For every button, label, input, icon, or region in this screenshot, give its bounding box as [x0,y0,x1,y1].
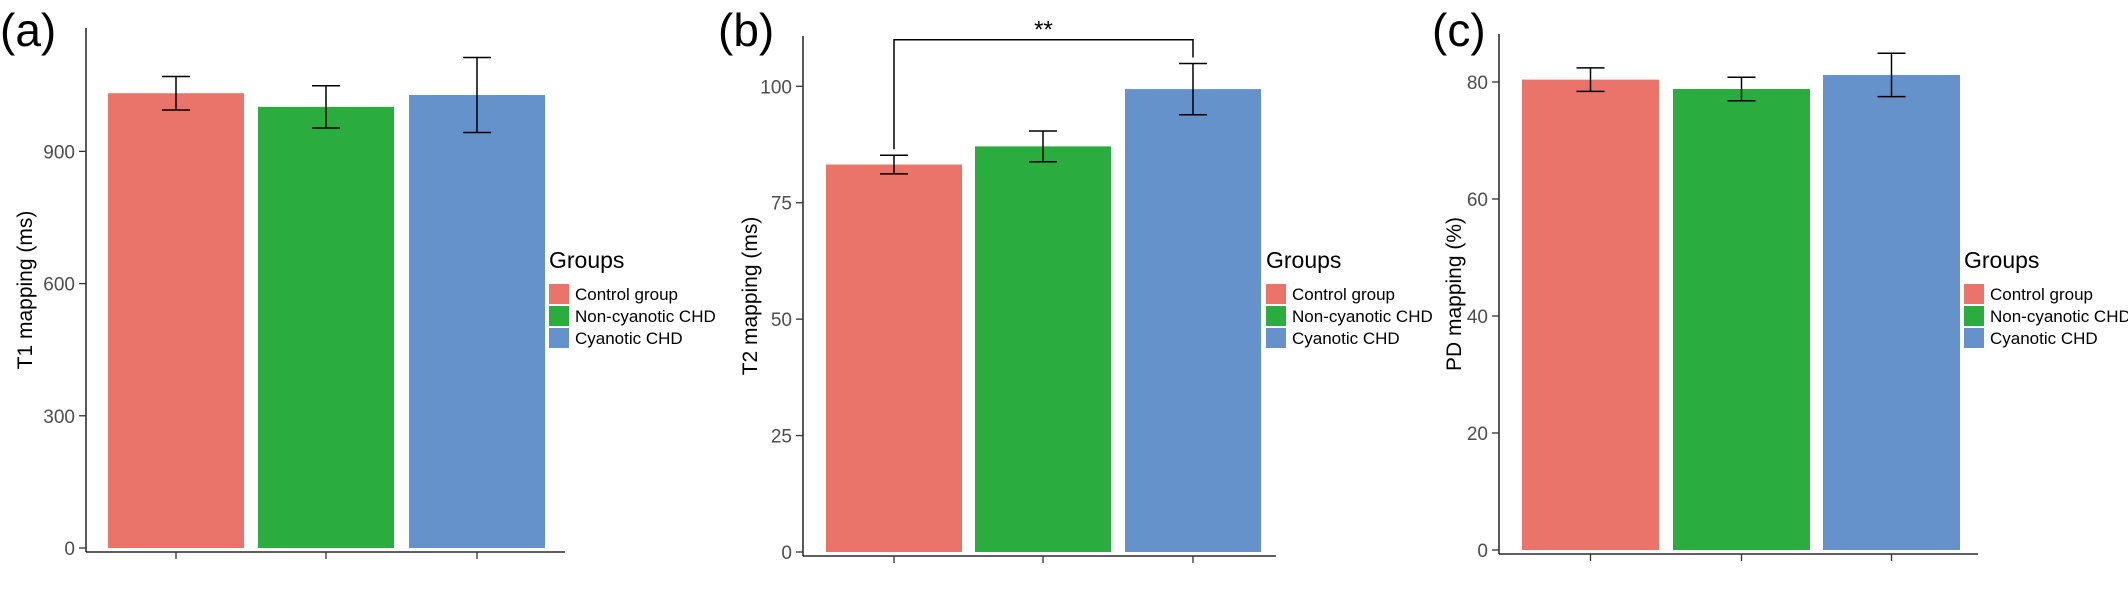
bar-cyanotic-chd [1125,89,1261,552]
legend-swatch-control-group [1964,284,1984,304]
y-tick-label: 900 [43,142,75,163]
legend-swatch-control-group [1266,284,1286,304]
bar-cyanotic-chd [1823,74,1960,550]
y-tick-label: 60 [1467,190,1488,211]
bar-non-cyanotic-chd [1673,88,1810,550]
y-tick-label: 100 [760,77,792,98]
chart-panel-2: (b) 0 25 50 75 100 T2 mapping (ms) ** Groups Cont… [718,4,1433,564]
bar-control-group [826,164,962,552]
y-tick-label: 75 [771,194,792,215]
legend-label-cyanotic-chd: Cyanotic CHD [1292,329,1400,348]
y-tick-label: 300 [43,407,75,428]
legend-title: Groups [549,247,624,273]
panel-letter: (b) [718,4,774,56]
y-axis-title: PD mapping (%) [1443,217,1466,371]
legend-label-control-group: Control group [575,285,678,304]
legend-swatch-non-cyanotic-chd [1266,306,1286,326]
bar-cyanotic-chd [409,94,545,549]
y-tick-label: 0 [781,543,792,564]
legend-swatch-control-group [549,284,569,304]
y-tick-label: 25 [771,427,792,448]
legend-swatch-cyanotic-chd [549,328,569,348]
bar-control-group [1522,79,1659,550]
legend-swatch-cyanotic-chd [1266,328,1286,348]
y-tick-label: 20 [1467,424,1488,445]
legend-title: Groups [1266,247,1341,273]
panel-letter: (a) [0,4,56,56]
significance-bracket [893,38,1194,150]
legend-label-non-cyanotic-chd: Non-cyanotic CHD [1990,307,2128,326]
legend-label-control-group: Control group [1292,285,1395,304]
y-axis-title: T2 mapping (ms) [739,217,762,376]
legend-swatch-non-cyanotic-chd [1964,306,1984,326]
y-axis-title: T1 mapping (ms) [14,211,37,370]
legend-swatch-cyanotic-chd [1964,328,1984,348]
legend: Groups Control group Non-cyanotic CHD Cyano… [1964,247,2128,348]
chart-panel-1: (a) 0 300 600 900 T1 mapping (ms) Groups Contro… [0,4,716,560]
bar-non-cyanotic-chd [258,106,394,549]
legend: Groups Control group Non-cyanotic CHD Cyano… [549,247,716,348]
chart-panel-3: (c) 0 20 40 60 80 PD mapping (%) Groups Control … [1432,4,2128,562]
y-tick-label: 80 [1467,73,1488,94]
legend-label-cyanotic-chd: Cyanotic CHD [1990,329,2098,348]
bar-control-group [108,93,244,548]
y-tick-label: 600 [43,275,75,296]
y-tick-label: 50 [771,310,792,331]
legend-label-non-cyanotic-chd: Non-cyanotic CHD [575,307,716,326]
bar-non-cyanotic-chd [975,146,1111,553]
panel-letter: (c) [1432,4,1486,56]
y-tick-label: 40 [1467,307,1488,328]
legend: Groups Control group Non-cyanotic CHD Cyano… [1266,247,1433,348]
legend-swatch-non-cyanotic-chd [549,306,569,326]
legend-label-cyanotic-chd: Cyanotic CHD [575,329,683,348]
legend-label-non-cyanotic-chd: Non-cyanotic CHD [1292,307,1433,326]
legend-label-control-group: Control group [1990,285,2093,304]
y-tick-label: 0 [1477,541,1488,562]
y-tick-label: 0 [64,539,75,560]
legend-title: Groups [1964,247,2039,273]
significance-label: ** [1034,17,1053,44]
